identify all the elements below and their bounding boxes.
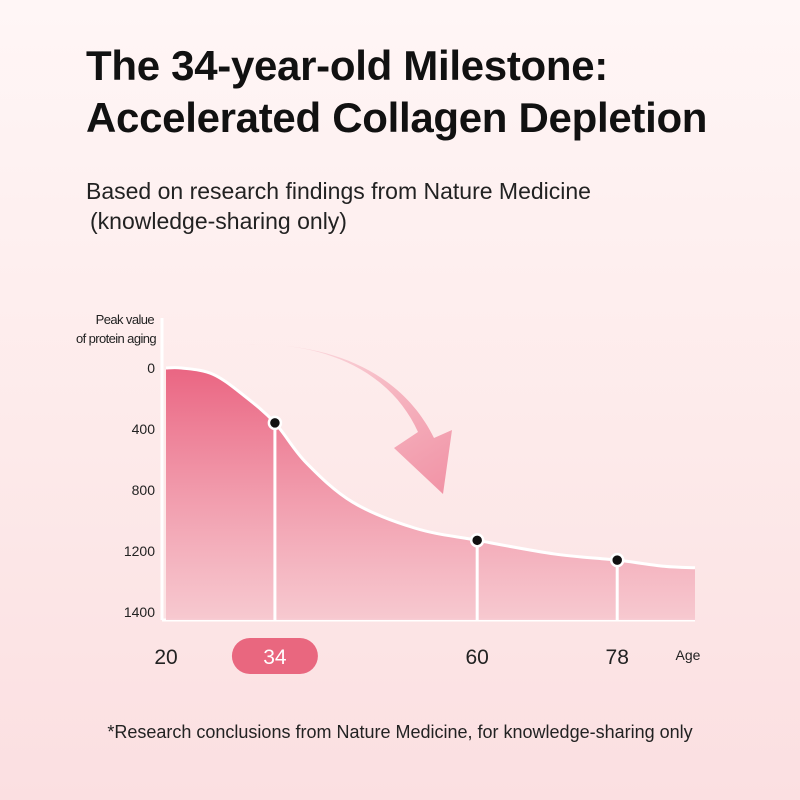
page-subtitle: Based on research findings from Nature M… <box>86 176 726 236</box>
y-axis-label-line-1: Peak value <box>96 312 155 327</box>
y-axis-label-line-2: of protein aging <box>76 331 156 346</box>
x-axis-label: Age <box>676 647 701 663</box>
subtitle-line-1: Based on research findings from Nature M… <box>86 178 591 204</box>
highlight-pill <box>231 638 318 674</box>
y-tick-label: 0 <box>147 360 155 376</box>
y-tick-label: 400 <box>132 421 156 437</box>
subtitle-line-2: (knowledge-sharing only) <box>90 208 347 234</box>
y-tick-label: 1400 <box>124 604 155 620</box>
x-tick-labels: 20 34 60 78 <box>154 638 629 674</box>
title-line-2: Accelerated Collagen Depletion <box>86 94 708 141</box>
x-tick-label: 78 <box>606 646 629 669</box>
page-title: The 34-year-old Milestone: Accelerated C… <box>86 40 766 144</box>
y-tick-label: 800 <box>132 482 156 498</box>
data-point-marker <box>267 415 283 431</box>
y-tick-label: 1200 <box>124 543 155 559</box>
footnote: *Research conclusions from Nature Medici… <box>107 722 693 742</box>
x-tick-label: 60 <box>465 646 488 669</box>
data-point-marker <box>609 552 625 568</box>
y-axis-label: Peak value of protein aging <box>76 312 157 346</box>
data-markers <box>267 415 625 620</box>
x-tick-label: 20 <box>154 646 177 669</box>
title-line-1: The 34-year-old Milestone: <box>86 42 608 89</box>
data-point-marker <box>469 533 485 548</box>
x-tick-label: 34 <box>263 646 287 669</box>
curve-area <box>166 367 695 620</box>
y-tick-labels: 0 400 800 1200 1400 <box>124 360 155 620</box>
decline-arrow-icon <box>222 344 452 494</box>
